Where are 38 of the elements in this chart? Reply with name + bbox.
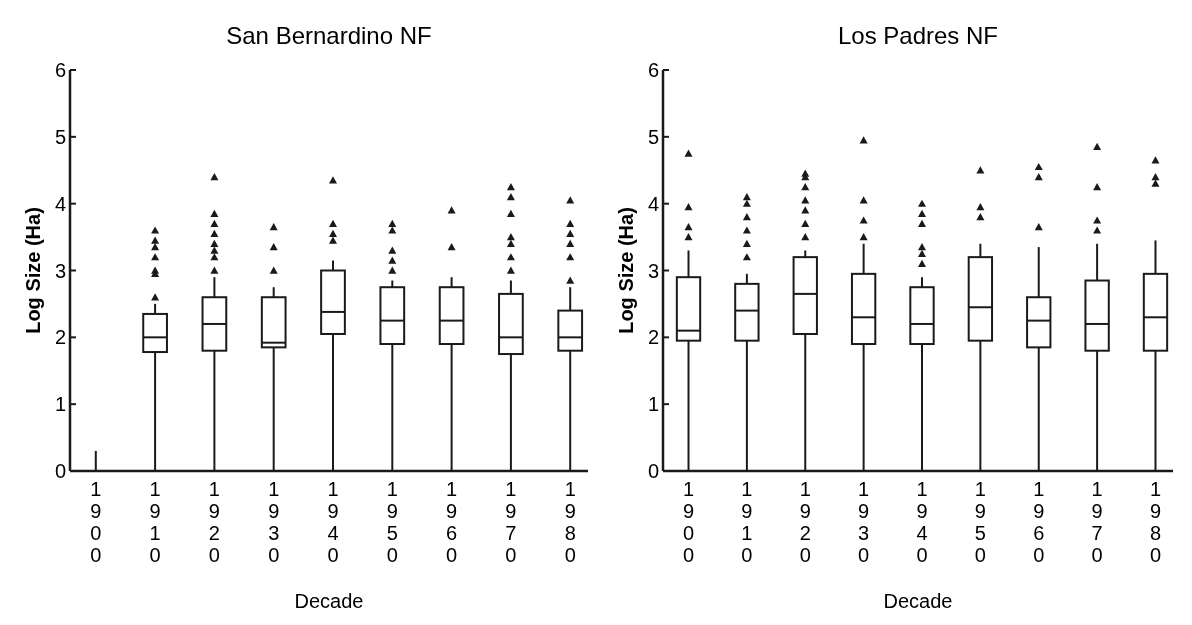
x-tick-label: 1980	[1149, 478, 1162, 566]
y-tick-label: 2	[54, 326, 66, 349]
y-tick-label: 4	[54, 192, 66, 215]
x-tick-label: 1920	[799, 478, 811, 566]
y-tick-label: 6	[647, 59, 659, 81]
y-tick-label: 6	[54, 59, 66, 81]
y-tick-label: 1	[647, 393, 659, 416]
x-tick-label: 1910	[741, 478, 753, 566]
y-tick-label: 4	[647, 192, 659, 215]
x-tick-label: 1960	[446, 478, 458, 566]
x-tick-label: 1910	[149, 478, 161, 566]
x-tick-label: 1930	[268, 478, 280, 566]
y-tick-label: 2	[647, 326, 659, 349]
chart-title: Los Padres NF	[837, 22, 999, 49]
x-tick-label: 1940	[916, 478, 928, 566]
x-axis-title: Decade	[294, 590, 364, 612]
y-tick-label: 1	[54, 393, 66, 416]
y-tick-label: 3	[647, 259, 659, 282]
x-tick-label: 1920	[208, 478, 220, 566]
y-tick-label: 5	[54, 125, 66, 148]
x-tick-label: 1960	[1033, 478, 1045, 566]
y-axis-title: Log Size (Ha)	[615, 207, 637, 334]
y-axis-title: Log Size (Ha)	[22, 207, 44, 334]
x-tick-label: 1940	[327, 478, 339, 566]
x-axis-title: Decade	[883, 590, 953, 612]
y-tick-label: 5	[647, 125, 659, 148]
y-tick-label: 3	[54, 259, 66, 282]
x-tick-label: 1970	[1091, 478, 1103, 566]
x-tick-label: 1970	[505, 478, 517, 566]
x-tick-label: 1980	[564, 478, 576, 566]
x-tick-label: 1930	[858, 478, 870, 566]
x-tick-label: 1900	[90, 478, 102, 566]
chart-title: San Bernardino NF	[226, 22, 432, 49]
x-tick-label: 1950	[386, 478, 398, 566]
x-tick-label: 1900	[682, 478, 695, 566]
y-tick-label: 0	[647, 460, 659, 482]
x-tick-label: 1950	[974, 478, 986, 566]
y-tick-label: 0	[54, 460, 66, 482]
